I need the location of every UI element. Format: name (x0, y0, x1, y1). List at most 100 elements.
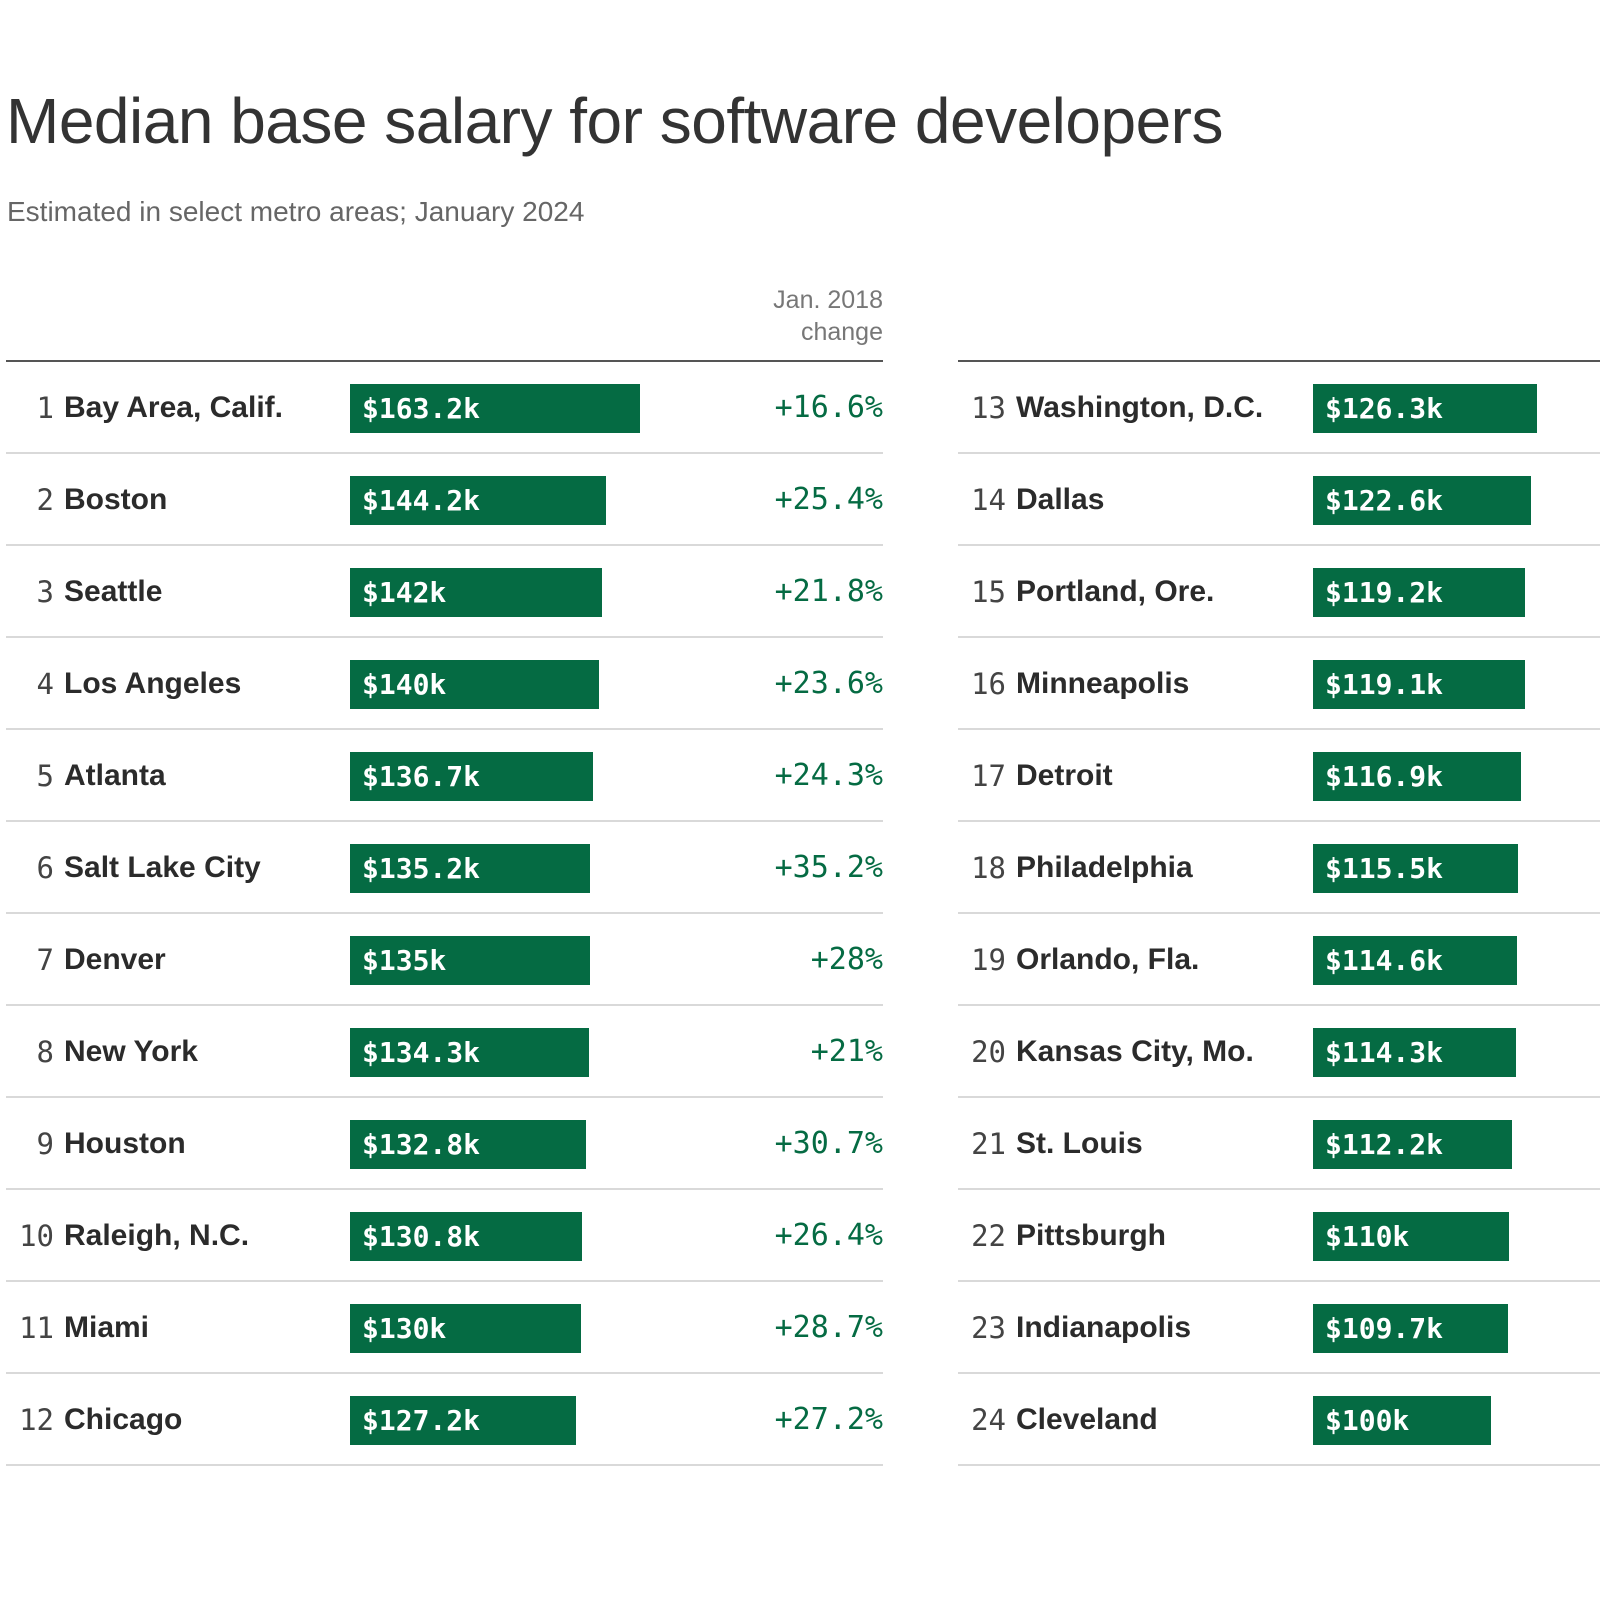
row-divider (958, 1004, 1600, 1006)
metro-label: Denver (64, 943, 166, 976)
row-divider (958, 820, 1600, 822)
metro-label: Indianapolis (1016, 1311, 1192, 1344)
table-row: 5 Atlanta $136.7k +24.3% (6, 730, 883, 822)
table-row: 18 Philadelphia $115.5k (958, 822, 1600, 914)
salary-value-label: $132.8k (362, 1128, 481, 1161)
salary-value-label: $140k (362, 668, 447, 701)
change-value: +35.2% (774, 850, 883, 885)
salary-value-label: $109.7k (1325, 1312, 1444, 1345)
salary-bar (1313, 844, 1519, 893)
change-value: +21% (810, 1034, 883, 1069)
row-divider (958, 912, 1600, 914)
salary-value-label: $116.9k (1325, 760, 1444, 793)
rank-label: 9 (36, 1127, 54, 1161)
salary-value-label: $142k (362, 576, 447, 609)
salary-bar (1313, 936, 1517, 985)
rank-label: 3 (36, 575, 54, 609)
row-divider (958, 1372, 1600, 1374)
change-value: +26.4% (774, 1218, 883, 1253)
metro-label: St. Louis (1016, 1127, 1143, 1160)
row-divider (6, 820, 883, 822)
rank-label: 19 (971, 943, 1006, 977)
metro-label: Kansas City, Mo. (1016, 1035, 1254, 1068)
change-header-line-2: change (800, 318, 883, 346)
salary-value-label: $136.7k (362, 760, 481, 793)
row-divider (6, 452, 883, 454)
table-row: 11 Miami $130k +28.7% (6, 1282, 883, 1374)
salary-bar (1313, 568, 1525, 617)
salary-bar (350, 476, 607, 525)
metro-label: Salt Lake City (64, 851, 261, 884)
table-row: 16 Minneapolis $119.1k (958, 638, 1600, 730)
metro-label: Philadelphia (1016, 851, 1193, 884)
chart-subtitle: Estimated in select metro areas; January… (7, 196, 585, 227)
table-row: 7 Denver $135k +28% (6, 914, 883, 1006)
salary-value-label: $114.6k (1325, 944, 1444, 977)
table-row: 6 Salt Lake City $135.2k +35.2% (6, 822, 883, 914)
salary-value-label: $122.6k (1325, 484, 1444, 517)
salary-bar (350, 752, 593, 801)
table-row: 24 Cleveland $100k (958, 1374, 1600, 1466)
rank-label: 10 (19, 1219, 54, 1253)
salary-bar (350, 1028, 589, 1077)
change-value: +24.3% (774, 758, 883, 793)
salary-bar (350, 936, 590, 985)
chart-title: Median base salary for software develope… (6, 85, 1223, 157)
rank-label: 22 (971, 1219, 1006, 1253)
salary-value-label: $163.2k (362, 392, 481, 425)
salary-bar (1313, 660, 1525, 709)
salary-value-label: $135.2k (362, 852, 481, 885)
right-header-rule (958, 360, 1600, 362)
table-row: 10 Raleigh, N.C. $130.8k +26.4% (6, 1190, 883, 1282)
rank-label: 13 (971, 391, 1006, 425)
change-value: +28.7% (774, 1310, 883, 1345)
salary-bar (350, 844, 591, 893)
table-row: 20 Kansas City, Mo. $114.3k (958, 1006, 1600, 1098)
row-divider (6, 728, 883, 730)
rank-label: 20 (971, 1035, 1006, 1069)
metro-label: Bay Area, Calif. (64, 391, 283, 424)
rank-label: 12 (19, 1403, 54, 1437)
metro-label: Boston (64, 483, 168, 516)
rank-label: 11 (19, 1311, 54, 1345)
salary-value-label: $127.2k (362, 1404, 481, 1437)
change-value: +30.7% (774, 1126, 883, 1161)
metro-label: Washington, D.C. (1016, 391, 1264, 424)
salary-bar (350, 384, 640, 433)
metro-label: New York (64, 1035, 198, 1068)
change-value: +28% (810, 942, 883, 977)
row-divider (6, 1372, 883, 1374)
left-header-rule (6, 360, 883, 362)
salary-value-label: $114.3k (1325, 1036, 1444, 1069)
row-divider (6, 544, 883, 546)
table-row: 14 Dallas $122.6k (958, 454, 1600, 546)
row-divider (6, 1280, 883, 1282)
salary-value-label: $119.1k (1325, 668, 1444, 701)
metro-label: Detroit (1016, 759, 1113, 792)
change-value: +21.8% (774, 574, 883, 609)
salary-value-label: $100k (1325, 1404, 1410, 1437)
table-row: 19 Orlando, Fla. $114.6k (958, 914, 1600, 1006)
row-divider (958, 728, 1600, 730)
rank-label: 17 (971, 759, 1006, 793)
row-divider (958, 1280, 1600, 1282)
table-row: 3 Seattle $142k +21.8% (6, 546, 883, 638)
salary-bar (1313, 384, 1538, 433)
row-divider (6, 1096, 883, 1098)
rank-label: 2 (36, 483, 54, 517)
table-row: 12 Chicago $127.2k +27.2% (6, 1374, 883, 1466)
salary-value-label: $130.8k (362, 1220, 481, 1253)
rank-label: 15 (971, 575, 1006, 609)
metro-label: Cleveland (1016, 1403, 1158, 1436)
row-divider (6, 1464, 883, 1466)
metro-label: Orlando, Fla. (1016, 943, 1200, 976)
salary-bar (350, 1120, 586, 1169)
metro-label: Seattle (64, 575, 163, 608)
salary-value-label: $144.2k (362, 484, 481, 517)
rank-label: 7 (36, 943, 54, 977)
row-divider (958, 1464, 1600, 1466)
salary-bar (1313, 1120, 1513, 1169)
change-value: +25.4% (774, 482, 883, 517)
rank-label: 18 (971, 851, 1006, 885)
metro-label: Los Angeles (64, 667, 242, 700)
